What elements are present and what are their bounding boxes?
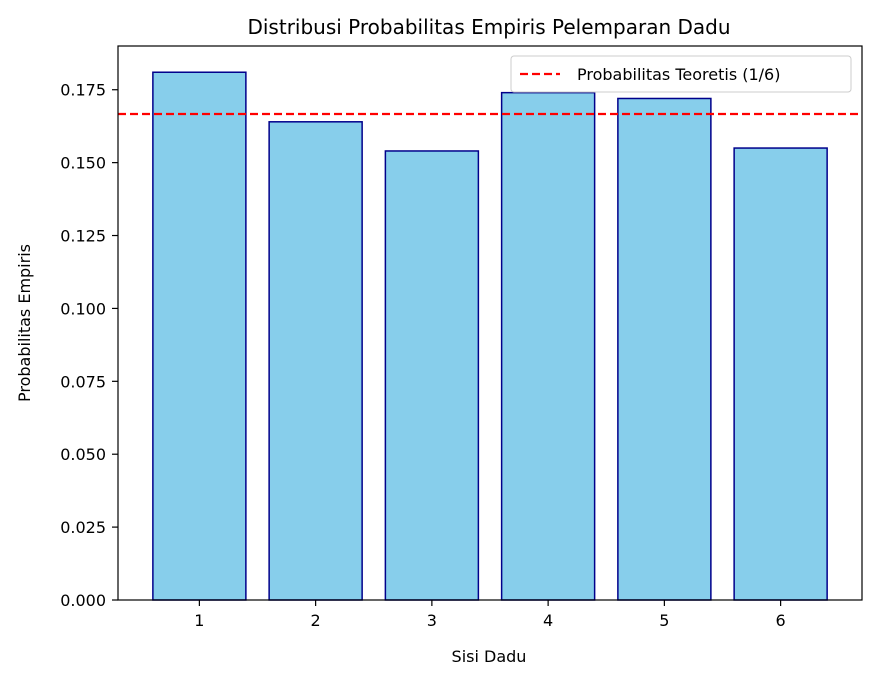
- x-tick-label: 2: [311, 611, 321, 630]
- chart-title: Distribusi Probabilitas Empiris Pelempar…: [247, 15, 730, 39]
- bar-2: [268, 121, 363, 601]
- y-tick-label: 0.050: [60, 445, 106, 464]
- y-tick-label: 0.150: [60, 154, 106, 173]
- bar-6: [733, 147, 828, 601]
- y-axis-label: Probabilitas Empiris: [15, 244, 34, 402]
- y-tick-label: 0.125: [60, 227, 106, 246]
- y-tick-label: 0.075: [60, 372, 106, 391]
- y-tick-label: 0.100: [60, 299, 106, 318]
- legend-box: [510, 55, 852, 93]
- legend: Probabilitas Teoretis (1/6): [510, 55, 852, 93]
- plot-area: 1 2 3 4 5 6 0.000 0.025 0.050 0.075 0.100 0.125 0.15…: [60, 45, 863, 630]
- x-tick-label: 6: [776, 611, 786, 630]
- x-tick-label: 4: [543, 611, 553, 630]
- legend-label: Probabilitas Teoretis (1/6): [577, 65, 780, 84]
- x-tick-label: 5: [659, 611, 669, 630]
- x-tick-label: 1: [194, 611, 204, 630]
- bar-5: [617, 97, 712, 601]
- axes-frame: [117, 45, 863, 601]
- bar-4: [500, 91, 596, 601]
- bar-3: [384, 150, 480, 601]
- y-tick-label: 0.175: [60, 81, 106, 100]
- x-tick-label: 3: [427, 611, 437, 630]
- y-tick-label: 0.025: [60, 518, 106, 537]
- y-tick-label: 0.000: [60, 591, 106, 610]
- x-axis-label: Sisi Dadu: [452, 647, 527, 666]
- bar-1: [152, 71, 247, 601]
